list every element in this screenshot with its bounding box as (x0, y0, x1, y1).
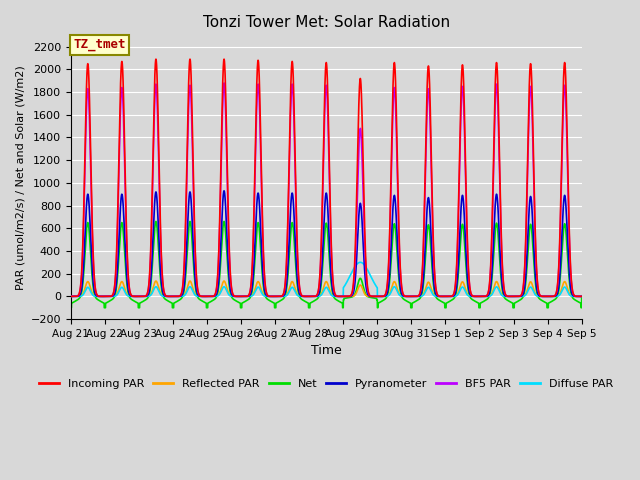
Legend: Incoming PAR, Reflected PAR, Net, Pyranometer, BF5 PAR, Diffuse PAR: Incoming PAR, Reflected PAR, Net, Pyrano… (35, 374, 618, 393)
X-axis label: Time: Time (311, 344, 342, 357)
Y-axis label: PAR (umol/m2/s) / Net and Solar (W/m2): PAR (umol/m2/s) / Net and Solar (W/m2) (15, 65, 25, 289)
Text: TZ_tmet: TZ_tmet (74, 38, 126, 51)
Title: Tonzi Tower Met: Solar Radiation: Tonzi Tower Met: Solar Radiation (203, 15, 450, 30)
